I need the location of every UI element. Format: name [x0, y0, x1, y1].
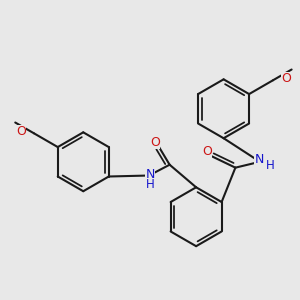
Text: H: H	[146, 178, 154, 191]
Text: N: N	[254, 153, 264, 166]
Text: O: O	[281, 72, 291, 85]
Text: O: O	[16, 125, 26, 138]
Text: N: N	[145, 168, 155, 181]
Text: O: O	[202, 146, 212, 158]
Text: O: O	[150, 136, 160, 148]
Text: H: H	[266, 159, 275, 172]
